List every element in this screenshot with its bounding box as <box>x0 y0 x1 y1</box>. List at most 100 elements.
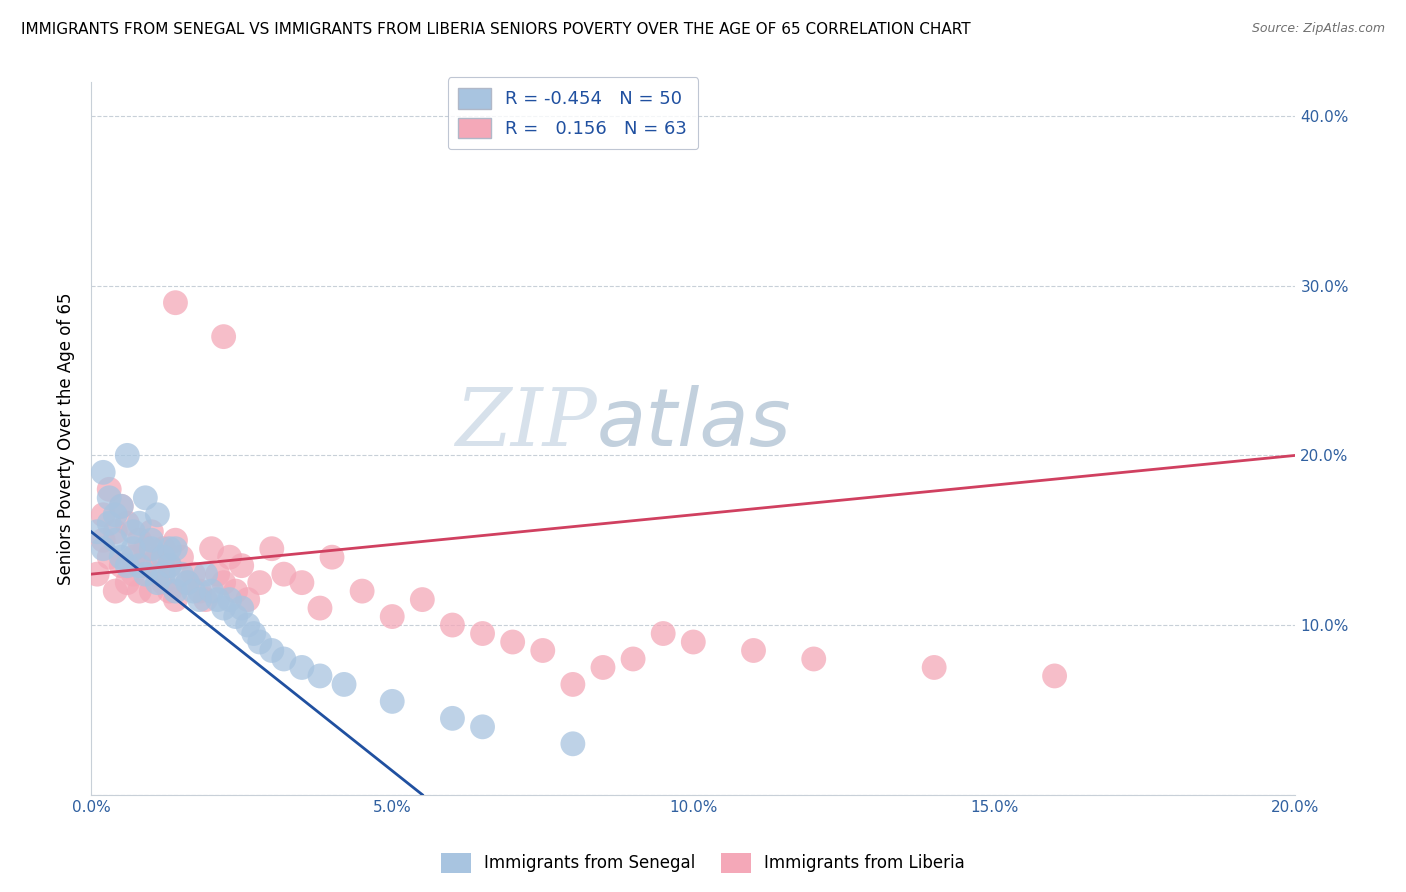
Point <box>188 592 211 607</box>
Point <box>152 550 174 565</box>
Point <box>159 584 181 599</box>
Point <box>170 550 193 565</box>
Point <box>176 575 198 590</box>
Text: Source: ZipAtlas.com: Source: ZipAtlas.com <box>1251 22 1385 36</box>
Point <box>471 720 494 734</box>
Point <box>333 677 356 691</box>
Point <box>134 491 156 505</box>
Point <box>104 524 127 539</box>
Point <box>242 626 264 640</box>
Point <box>471 626 494 640</box>
Point <box>218 550 240 565</box>
Point <box>110 550 132 565</box>
Point <box>225 584 247 599</box>
Point <box>194 592 217 607</box>
Point <box>260 643 283 657</box>
Point <box>236 618 259 632</box>
Point <box>98 516 121 531</box>
Point <box>141 584 163 599</box>
Point <box>291 575 314 590</box>
Point <box>98 483 121 497</box>
Point <box>128 533 150 548</box>
Point <box>134 567 156 582</box>
Point <box>122 524 145 539</box>
Point <box>531 643 554 657</box>
Point <box>592 660 614 674</box>
Point <box>134 541 156 556</box>
Point <box>128 584 150 599</box>
Point <box>561 737 583 751</box>
Text: IMMIGRANTS FROM SENEGAL VS IMMIGRANTS FROM LIBERIA SENIORS POVERTY OVER THE AGE : IMMIGRANTS FROM SENEGAL VS IMMIGRANTS FR… <box>21 22 970 37</box>
Point <box>110 558 132 573</box>
Point <box>321 550 343 565</box>
Point <box>502 635 524 649</box>
Point <box>146 575 169 590</box>
Point <box>146 550 169 565</box>
Point <box>231 601 253 615</box>
Point <box>200 584 222 599</box>
Point <box>122 550 145 565</box>
Legend: R = -0.454   N = 50, R =   0.156   N = 63: R = -0.454 N = 50, R = 0.156 N = 63 <box>447 77 699 149</box>
Point <box>411 592 433 607</box>
Point <box>183 584 205 599</box>
Point <box>165 584 187 599</box>
Y-axis label: Seniors Poverty Over the Age of 65: Seniors Poverty Over the Age of 65 <box>58 293 75 584</box>
Point <box>200 541 222 556</box>
Point <box>682 635 704 649</box>
Point <box>207 567 229 582</box>
Point <box>922 660 945 674</box>
Text: atlas: atlas <box>598 385 792 463</box>
Point <box>122 541 145 556</box>
Point <box>91 466 114 480</box>
Point <box>194 567 217 582</box>
Point <box>98 491 121 505</box>
Point <box>165 592 187 607</box>
Point <box>231 558 253 573</box>
Legend: Immigrants from Senegal, Immigrants from Liberia: Immigrants from Senegal, Immigrants from… <box>434 847 972 880</box>
Point <box>381 694 404 708</box>
Point <box>128 516 150 531</box>
Point <box>621 652 644 666</box>
Point <box>260 541 283 556</box>
Point <box>104 533 127 548</box>
Point <box>441 618 464 632</box>
Point <box>152 541 174 556</box>
Point <box>134 558 156 573</box>
Point <box>128 558 150 573</box>
Point <box>309 669 332 683</box>
Point <box>165 295 187 310</box>
Point <box>110 500 132 514</box>
Point <box>91 541 114 556</box>
Point <box>352 584 374 599</box>
Point <box>165 533 187 548</box>
Point <box>104 584 127 599</box>
Point <box>188 584 211 599</box>
Point <box>183 567 205 582</box>
Point <box>218 592 240 607</box>
Point <box>803 652 825 666</box>
Point <box>176 575 198 590</box>
Point <box>165 541 187 556</box>
Point <box>86 524 108 539</box>
Point <box>561 677 583 691</box>
Point <box>225 609 247 624</box>
Point <box>152 567 174 582</box>
Point <box>273 567 295 582</box>
Point <box>146 508 169 522</box>
Point <box>441 711 464 725</box>
Point <box>122 567 145 582</box>
Point <box>159 558 181 573</box>
Point <box>141 524 163 539</box>
Point <box>212 575 235 590</box>
Point <box>91 533 114 548</box>
Point <box>742 643 765 657</box>
Point <box>110 500 132 514</box>
Point <box>309 601 332 615</box>
Point <box>159 558 181 573</box>
Point <box>236 592 259 607</box>
Point <box>1043 669 1066 683</box>
Point <box>117 558 139 573</box>
Point <box>91 508 114 522</box>
Point <box>117 449 139 463</box>
Point <box>104 508 127 522</box>
